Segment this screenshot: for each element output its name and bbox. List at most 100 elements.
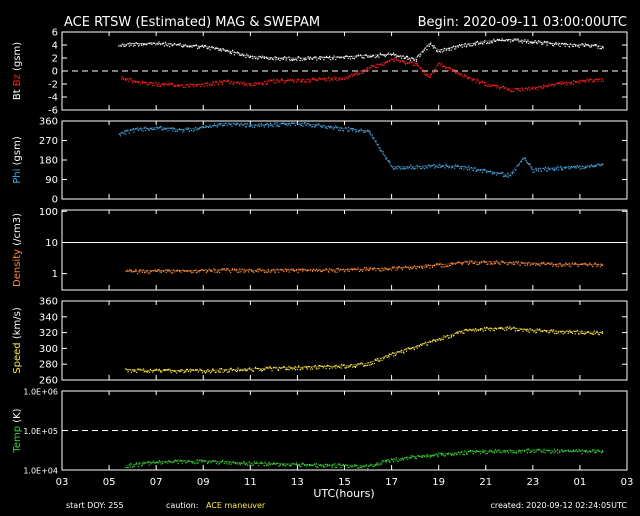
data-point — [124, 130, 125, 131]
data-point — [202, 372, 203, 373]
data-point — [236, 124, 237, 125]
data-point — [549, 264, 550, 265]
data-point — [494, 261, 495, 262]
data-point — [412, 167, 413, 168]
data-point — [131, 43, 132, 44]
data-point — [511, 91, 512, 92]
data-point — [544, 169, 545, 170]
data-point — [191, 369, 192, 370]
data-point — [130, 463, 131, 464]
data-point — [194, 463, 195, 464]
data-point — [134, 466, 135, 467]
data-point — [477, 41, 478, 42]
data-point — [477, 264, 478, 265]
data-point — [204, 84, 205, 85]
data-point — [232, 268, 233, 269]
data-point — [182, 270, 183, 271]
data-point — [584, 334, 585, 335]
data-point — [240, 464, 241, 465]
data-point — [156, 462, 157, 463]
data-point — [400, 55, 401, 56]
data-point — [435, 341, 436, 342]
data-point — [569, 330, 570, 331]
data-point — [410, 165, 411, 166]
data-point — [224, 80, 225, 81]
data-point — [145, 272, 146, 273]
data-point — [559, 452, 560, 453]
data-point — [258, 58, 259, 59]
data-point — [215, 125, 216, 126]
data-point — [335, 368, 336, 369]
data-point — [527, 40, 528, 41]
data-point — [168, 130, 169, 131]
data-point — [144, 127, 145, 128]
data-point — [464, 329, 465, 330]
data-point — [593, 45, 594, 46]
data-point — [389, 60, 390, 61]
data-point — [164, 83, 165, 84]
data-point — [546, 264, 547, 265]
data-point — [567, 264, 568, 265]
data-point — [552, 451, 553, 452]
x-tick-label: 01 — [574, 477, 587, 488]
data-point — [346, 367, 347, 368]
data-point — [532, 88, 533, 89]
data-point — [415, 63, 416, 64]
data-point — [407, 63, 408, 64]
data-point — [212, 370, 213, 371]
data-point — [487, 327, 488, 328]
data-point — [270, 464, 271, 465]
data-point — [473, 329, 474, 330]
data-point — [598, 265, 599, 266]
data-point — [570, 266, 571, 267]
data-point — [356, 73, 357, 74]
data-point — [142, 464, 143, 465]
data-point — [575, 333, 576, 334]
data-point — [526, 42, 527, 43]
data-point — [469, 45, 470, 46]
data-point — [515, 169, 516, 170]
data-point — [214, 272, 215, 273]
data-point — [358, 131, 359, 132]
data-point — [310, 57, 311, 58]
data-point — [255, 82, 256, 83]
data-point — [535, 168, 536, 169]
data-point — [563, 265, 564, 266]
data-point — [566, 450, 567, 451]
data-point — [594, 449, 595, 450]
data-point — [425, 342, 426, 343]
data-point — [524, 265, 525, 266]
data-point — [369, 365, 370, 366]
data-point — [480, 170, 481, 171]
data-point — [207, 270, 208, 271]
data-point — [426, 266, 427, 267]
data-point — [531, 88, 532, 89]
data-point — [375, 67, 376, 68]
data-point — [372, 134, 373, 135]
data-point — [203, 270, 204, 271]
data-point — [392, 267, 393, 268]
data-point — [366, 365, 367, 366]
data-point — [196, 85, 197, 86]
data-point — [475, 261, 476, 262]
data-point — [166, 272, 167, 273]
data-point — [366, 69, 367, 70]
data-point — [361, 362, 362, 363]
data-point — [398, 166, 399, 167]
data-point — [522, 159, 523, 160]
data-point — [439, 338, 440, 339]
data-point — [150, 82, 151, 83]
data-point — [519, 164, 520, 165]
data-point — [501, 452, 502, 453]
data-point — [513, 40, 514, 41]
data-point — [531, 166, 532, 167]
data-point — [169, 85, 170, 86]
data-point — [556, 333, 557, 334]
data-point — [389, 162, 390, 163]
data-point — [361, 130, 362, 131]
data-point — [266, 465, 267, 466]
data-point — [573, 449, 574, 450]
data-point — [276, 367, 277, 368]
